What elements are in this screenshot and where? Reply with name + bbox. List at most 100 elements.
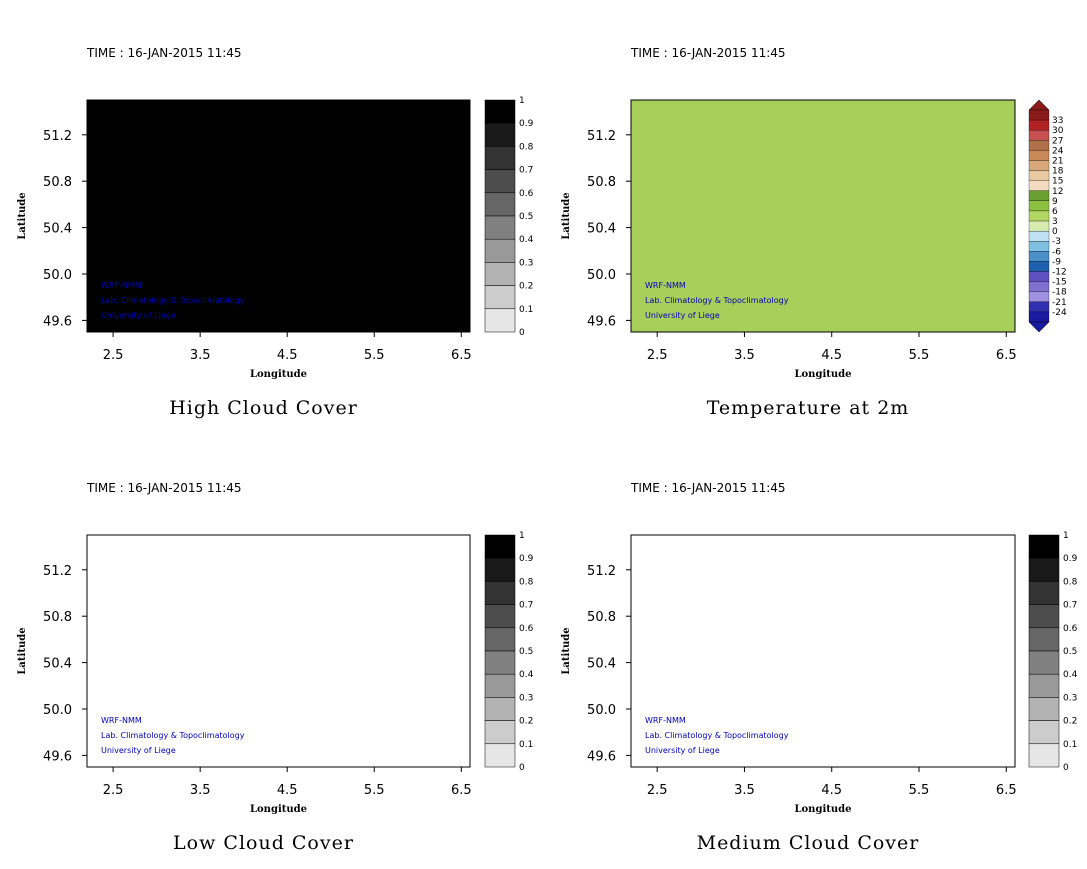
- y-tick-label: 50.0: [587, 268, 616, 283]
- y-axis-label: Latitude: [17, 192, 28, 239]
- credit-line: Lab. Climatology & Topoclimatology: [101, 296, 245, 305]
- colorbar-label: -12: [1052, 268, 1067, 278]
- x-axis-label: Longitude: [794, 369, 851, 380]
- x-tick-label: 3.5: [734, 348, 755, 363]
- colorbar-label: 0.9: [519, 119, 534, 129]
- colorbar-swatch: [484, 720, 516, 745]
- model-credits: WRF-NMM Lab. Climatology & Topoclimatolog…: [101, 281, 245, 320]
- colorbar-swatch: [484, 122, 516, 147]
- colorbar-swatch: [1028, 627, 1060, 652]
- colorbar-label: 18: [1052, 167, 1064, 177]
- x-tick-label: 5.5: [364, 348, 385, 363]
- colorbar-swatch: [1028, 170, 1050, 181]
- colorbar-label: 0.3: [1063, 693, 1077, 703]
- colorbar-label: 33: [1052, 116, 1063, 126]
- y-tick-label: 50.4: [587, 657, 616, 672]
- colorbar-swatch: [484, 308, 516, 333]
- map-frame: [86, 534, 471, 768]
- colorbar-label: 0.1: [1063, 740, 1077, 750]
- x-tick-label: 4.5: [277, 783, 298, 798]
- colorbar-label: 21: [1052, 156, 1063, 166]
- colorbar-swatch: [484, 146, 516, 170]
- colorbar-label: 1: [519, 531, 525, 541]
- temperature-field: [631, 100, 1015, 332]
- y-tick-label: 50.0: [587, 703, 616, 718]
- colorbar-label: 0.4: [519, 670, 534, 680]
- x-tick-label: 2.5: [647, 348, 668, 363]
- x-axis-label: Longitude: [250, 804, 307, 815]
- colorbar-label: 0.7: [1063, 601, 1077, 611]
- x-tick-label: 3.5: [190, 348, 211, 363]
- x-tick-label: 4.5: [277, 348, 298, 363]
- colorbar-swatch: [1028, 261, 1050, 272]
- colorbar-swatch: [484, 99, 516, 124]
- colorbar-swatch: [1028, 557, 1060, 582]
- colorbar-label: 0.4: [519, 235, 534, 245]
- map-area: [87, 100, 470, 332]
- colorbar-label: 0.3: [519, 693, 533, 703]
- time-label: TIME : 16-JAN-2015 11:45: [86, 46, 242, 60]
- colorbar-label: 0.5: [519, 212, 533, 222]
- time-label: TIME : 16-JAN-2015 11:45: [86, 481, 242, 495]
- colorbar-swatch: [1028, 109, 1050, 121]
- colorbar-swatch: [1028, 119, 1050, 131]
- y-tick-label: 50.8: [587, 610, 616, 625]
- colorbar-label: 0: [1063, 763, 1069, 773]
- colorbar-label: 0.9: [1063, 554, 1078, 564]
- credit-line: WRF-NMM: [645, 716, 686, 725]
- y-tick-label: 50.8: [43, 175, 72, 190]
- colorbar-label: 12: [1052, 187, 1063, 197]
- colorbar-swatch: [1028, 180, 1050, 191]
- colorbar-swatch: [484, 192, 516, 217]
- x-tick-label: 6.5: [451, 783, 472, 798]
- colorbar-label: 24: [1052, 146, 1064, 156]
- credit-line: Lab. Climatology & Topoclimatology: [645, 296, 789, 305]
- x-tick-label: 2.5: [647, 783, 668, 798]
- colorbar-swatch: [1028, 581, 1060, 605]
- colorbar-label: 0.3: [519, 258, 533, 268]
- colorbar-label: -9: [1052, 257, 1061, 267]
- y-tick-label: 50.4: [43, 222, 72, 237]
- colorbar-label: 0.8: [519, 142, 534, 152]
- y-axis-label: Latitude: [561, 192, 572, 239]
- colorbar-label: 6: [1052, 207, 1058, 217]
- colorbar-label: 0: [1052, 227, 1058, 237]
- colorbar-swatch: [484, 650, 516, 675]
- map-panel-1: TIME : 16-JAN-2015 11:45 WRF-NMM Lab. Clim…: [17, 46, 534, 419]
- time-label: TIME : 16-JAN-2015 11:45: [630, 481, 786, 495]
- colorbar-swatch: [484, 285, 516, 310]
- map-area: [631, 100, 1015, 332]
- x-tick-label: 3.5: [190, 783, 211, 798]
- colorbar-label: 0.5: [1063, 647, 1077, 657]
- colorbar-swatch: [1028, 220, 1050, 232]
- colorbar: 1 0.9 0.8 0.7 0.6 0.5 0.4 0.3 0.2 0.1 0: [484, 96, 534, 338]
- y-tick-label: 50.4: [587, 222, 616, 237]
- y-axis-label: Latitude: [17, 627, 28, 674]
- y-tick-label: 49.6: [43, 749, 72, 764]
- cloud-field: [87, 100, 470, 332]
- colorbar-swatch: [1028, 210, 1050, 222]
- y-tick-label: 50.0: [43, 268, 72, 283]
- x-tick-label: 3.5: [734, 783, 755, 798]
- colorbar-label: 0.7: [519, 166, 533, 176]
- map-frame: [86, 99, 471, 333]
- colorbar-top-arrow: [1028, 99, 1050, 111]
- colorbar-label: 0.2: [519, 717, 533, 727]
- colorbar-swatch: [1028, 720, 1060, 745]
- cloud-field: [87, 535, 470, 767]
- credit-line: Lab. Climatology & Topoclimatology: [101, 731, 245, 740]
- panel-title: Temperature at 2m: [707, 397, 910, 419]
- colorbar-swatch: [1028, 160, 1050, 171]
- colorbar-label: 0.2: [519, 282, 533, 292]
- colorbar-label: 15: [1052, 177, 1063, 187]
- map-area: [87, 535, 470, 767]
- colorbar: 33302724211815129630-3-6-9-12-15-18-21-2…: [1028, 99, 1067, 333]
- colorbar-label: 0.4: [1063, 670, 1078, 680]
- credit-line: University of Liege: [645, 746, 720, 755]
- colorbar-label: 9: [1052, 197, 1058, 207]
- x-axis-label: Longitude: [794, 804, 851, 815]
- colorbar-swatch: [1028, 301, 1050, 313]
- y-tick-label: 50.0: [43, 703, 72, 718]
- y-axis-label: Latitude: [561, 627, 572, 674]
